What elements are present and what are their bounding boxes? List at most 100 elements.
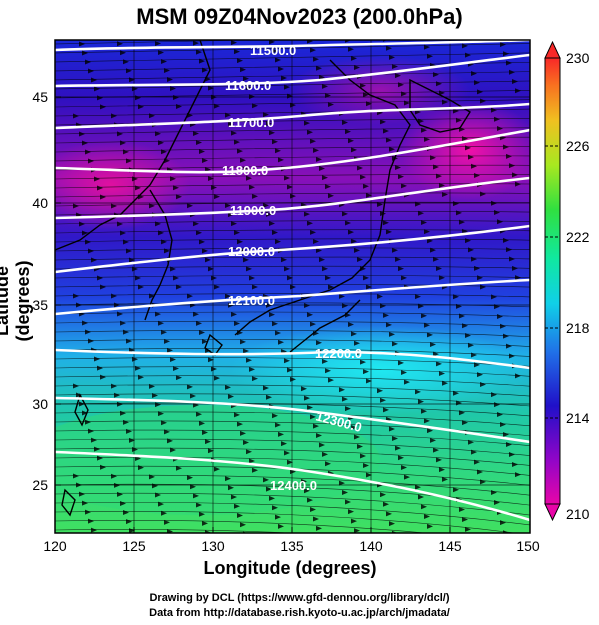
streamline	[55, 118, 530, 126]
cold-core-north	[290, 55, 470, 125]
wind-arrow	[117, 311, 123, 317]
wind-arrow	[249, 458, 255, 464]
x-axis-label: Longitude (degrees)	[203, 558, 377, 578]
wind-arrow	[307, 40, 313, 44]
wind-arrow	[117, 221, 123, 227]
wind-arrow	[421, 127, 427, 133]
wind-arrow	[383, 220, 389, 226]
streamline	[55, 375, 530, 387]
wind-arrow	[123, 59, 129, 65]
wind-arrow	[187, 203, 193, 209]
wind-arrow	[82, 410, 88, 416]
wind-arrow	[310, 507, 316, 513]
wind-arrow	[383, 128, 389, 134]
wind-arrow	[120, 500, 126, 506]
wind-arrow	[398, 174, 404, 180]
wind-arrow	[421, 313, 427, 319]
wind-arrow	[497, 219, 503, 225]
wind-arrow	[316, 65, 322, 71]
wind-arrow	[246, 85, 252, 91]
wind-arrow	[439, 90, 445, 96]
wind-arrow	[94, 86, 100, 92]
wind-arrow	[79, 131, 85, 137]
wind-arrow	[354, 64, 360, 70]
wind-arrow	[252, 284, 258, 290]
wind-arrow	[307, 129, 313, 135]
x-tick-labels: 120 125 130 135 140 145 150	[43, 538, 540, 554]
wind-arrow	[509, 451, 515, 457]
wind-arrow	[199, 329, 205, 335]
wind-arrow	[190, 484, 196, 490]
wind-arrow	[161, 239, 167, 245]
wind-arrow	[304, 488, 310, 494]
streamline	[55, 265, 530, 270]
wind-arrow	[85, 239, 91, 245]
wind-arrow	[404, 474, 410, 480]
wind-arrow	[272, 505, 278, 511]
wind-arrow	[287, 93, 293, 99]
wind-arrow	[401, 464, 407, 470]
wind-arrow	[161, 420, 167, 426]
wind-arrow	[500, 520, 506, 526]
wind-arrow	[401, 183, 407, 189]
wind-arrow	[351, 424, 357, 430]
streamline	[55, 402, 530, 417]
colorbar-tick-label: 214	[566, 410, 590, 426]
wind-arrow	[339, 480, 345, 486]
wind-arrow	[100, 374, 106, 380]
wind-arrow	[325, 184, 331, 190]
wind-arrow	[389, 331, 395, 337]
wind-arrow	[421, 408, 427, 414]
wind-arrow	[348, 138, 354, 144]
wind-arrow	[404, 100, 410, 106]
x-tick-label: 125	[122, 538, 146, 554]
wind-arrow	[418, 303, 424, 309]
streamline	[55, 127, 530, 135]
wind-arrow	[196, 230, 202, 236]
wind-arrow	[436, 266, 442, 272]
wind-arrow	[313, 147, 319, 153]
contour-12100	[55, 278, 530, 316]
wind-arrow	[319, 257, 325, 263]
y-tick-label: 35	[32, 297, 48, 313]
wind-arrow	[199, 239, 205, 245]
wind-arrow	[211, 275, 217, 281]
wind-arrow	[471, 163, 477, 169]
wind-arrow	[211, 366, 217, 372]
wind-arrow	[73, 473, 79, 479]
wind-arrow	[377, 201, 383, 207]
y-tick-marks	[55, 96, 61, 486]
wind-arrow	[167, 77, 173, 83]
contour-11700	[55, 102, 530, 130]
streamline	[55, 220, 530, 225]
wind-arrow	[348, 509, 354, 515]
wind-arrow	[114, 482, 120, 488]
wind-arrow	[290, 102, 296, 108]
wind-arrow	[170, 266, 176, 272]
wind-arrow	[117, 491, 123, 497]
wind-arrow	[208, 176, 214, 182]
wind-arrow	[76, 302, 82, 308]
wind-arrow	[383, 501, 389, 507]
wind-arrow	[149, 293, 155, 299]
wind-arrow	[187, 475, 193, 481]
wind-arrow	[82, 230, 88, 236]
wind-arrow	[491, 294, 497, 300]
wind-arrow	[76, 482, 82, 488]
wind-arrow	[401, 275, 407, 281]
wind-arrow	[161, 329, 167, 335]
wind-arrow	[225, 203, 231, 209]
wind-arrow	[515, 275, 521, 281]
wind-arrow	[366, 378, 372, 384]
wind-arrow	[424, 418, 430, 424]
wind-arrow	[158, 411, 164, 417]
wind-arrow	[196, 49, 202, 55]
wind-arrow	[424, 322, 430, 328]
streamline	[55, 474, 530, 496]
wind-arrow	[468, 154, 474, 160]
wind-arrow	[366, 101, 372, 107]
wind-arrow	[418, 210, 424, 216]
wind-arrow	[480, 381, 486, 387]
wind-arrow	[193, 130, 199, 136]
wind-arrow	[468, 247, 474, 253]
